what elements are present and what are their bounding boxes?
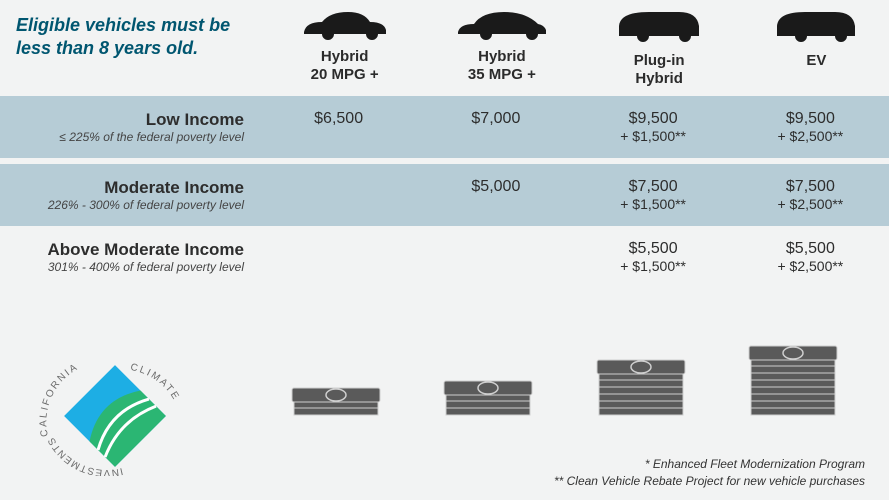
footnote-2: ** Clean Vehicle Rebate Project for new …: [554, 473, 865, 490]
money-stack: [260, 376, 412, 430]
value-cell: [260, 164, 417, 226]
value-bonus: + $1,500**: [581, 258, 726, 274]
suv-icon: [773, 8, 859, 44]
tier-heading: Above Moderate Income301% - 400% of fede…: [0, 226, 260, 288]
value-bonus: + $2,500**: [738, 196, 883, 212]
col1-line1: Hybrid: [478, 48, 526, 65]
incentive-table: Eligible vehicles must be less than 8 ye…: [0, 0, 889, 288]
cci-logo: CALIFORNIA CLIMATE INVESTMENTS: [30, 356, 200, 476]
col-header-hybrid35: Hybrid 35 MPG +: [417, 0, 574, 96]
value-main: $7,500: [581, 178, 726, 196]
value-cell: $5,000: [417, 164, 574, 226]
suv-icon: [615, 8, 703, 44]
money-stack-icon: [438, 369, 538, 425]
tier-name: Above Moderate Income: [6, 240, 244, 260]
value-cell: $5,500+ $1,500**: [575, 226, 732, 288]
value-bonus: + $1,500**: [581, 128, 726, 144]
hatch-icon: [456, 8, 548, 40]
col2-line1: Plug-in: [634, 52, 685, 69]
tier-sub: 226% - 300% of federal poverty level: [6, 198, 244, 212]
money-stack-row: [260, 334, 869, 430]
value-main: $9,500: [738, 110, 883, 128]
value-cell: $5,500+ $2,500**: [732, 226, 889, 288]
value-cell: $9,500+ $1,500**: [575, 96, 732, 158]
value-main: $6,500: [266, 110, 411, 128]
money-stack: [412, 369, 564, 430]
tier-heading: Low Income≤ 225% of the federal poverty …: [0, 96, 260, 158]
value-main: $7,000: [423, 110, 568, 128]
money-stack: [717, 334, 869, 430]
money-stack-icon: [743, 334, 843, 425]
money-stack: [565, 348, 717, 430]
value-bonus: + $2,500**: [738, 258, 883, 274]
table-title: Eligible vehicles must be less than 8 ye…: [0, 0, 260, 96]
col-header-ev: EV: [732, 0, 889, 96]
value-cell: [260, 226, 417, 288]
value-cell: $6,500: [260, 96, 417, 158]
sedan-icon: [300, 8, 390, 40]
value-main: $5,500: [581, 240, 726, 258]
value-cell: $7,500+ $1,500**: [575, 164, 732, 226]
footnotes: * Enhanced Fleet Modernization Program *…: [554, 456, 865, 490]
value-cell: $7,500+ $2,500**: [732, 164, 889, 226]
value-cell: [417, 226, 574, 288]
money-stack-icon: [591, 348, 691, 425]
value-cell: $9,500+ $2,500**: [732, 96, 889, 158]
col3-line1: EV: [806, 52, 826, 69]
tier-name: Low Income: [6, 110, 244, 130]
value-main: $7,500: [738, 178, 883, 196]
col2-line2: Hybrid: [635, 70, 683, 87]
tier-heading: Moderate Income226% - 300% of federal po…: [0, 164, 260, 226]
col1-line2: 35 MPG +: [468, 66, 536, 83]
money-stack-icon: [286, 376, 386, 425]
value-main: $5,500: [738, 240, 883, 258]
tier-name: Moderate Income: [6, 178, 244, 198]
value-bonus: + $1,500**: [581, 196, 726, 212]
value-main: $5,000: [423, 178, 568, 196]
col-header-hybrid20: Hybrid 20 MPG +: [260, 0, 417, 96]
footnote-1: * Enhanced Fleet Modernization Program: [554, 456, 865, 473]
value-bonus: + $2,500**: [738, 128, 883, 144]
tier-sub: ≤ 225% of the federal poverty level: [6, 130, 244, 144]
col-header-phev: Plug-in Hybrid: [575, 0, 732, 96]
col0-line1: Hybrid: [321, 48, 369, 65]
value-cell: $7,000: [417, 96, 574, 158]
value-main: $9,500: [581, 110, 726, 128]
col0-line2: 20 MPG +: [311, 66, 379, 83]
tier-sub: 301% - 400% of federal poverty level: [6, 260, 244, 274]
